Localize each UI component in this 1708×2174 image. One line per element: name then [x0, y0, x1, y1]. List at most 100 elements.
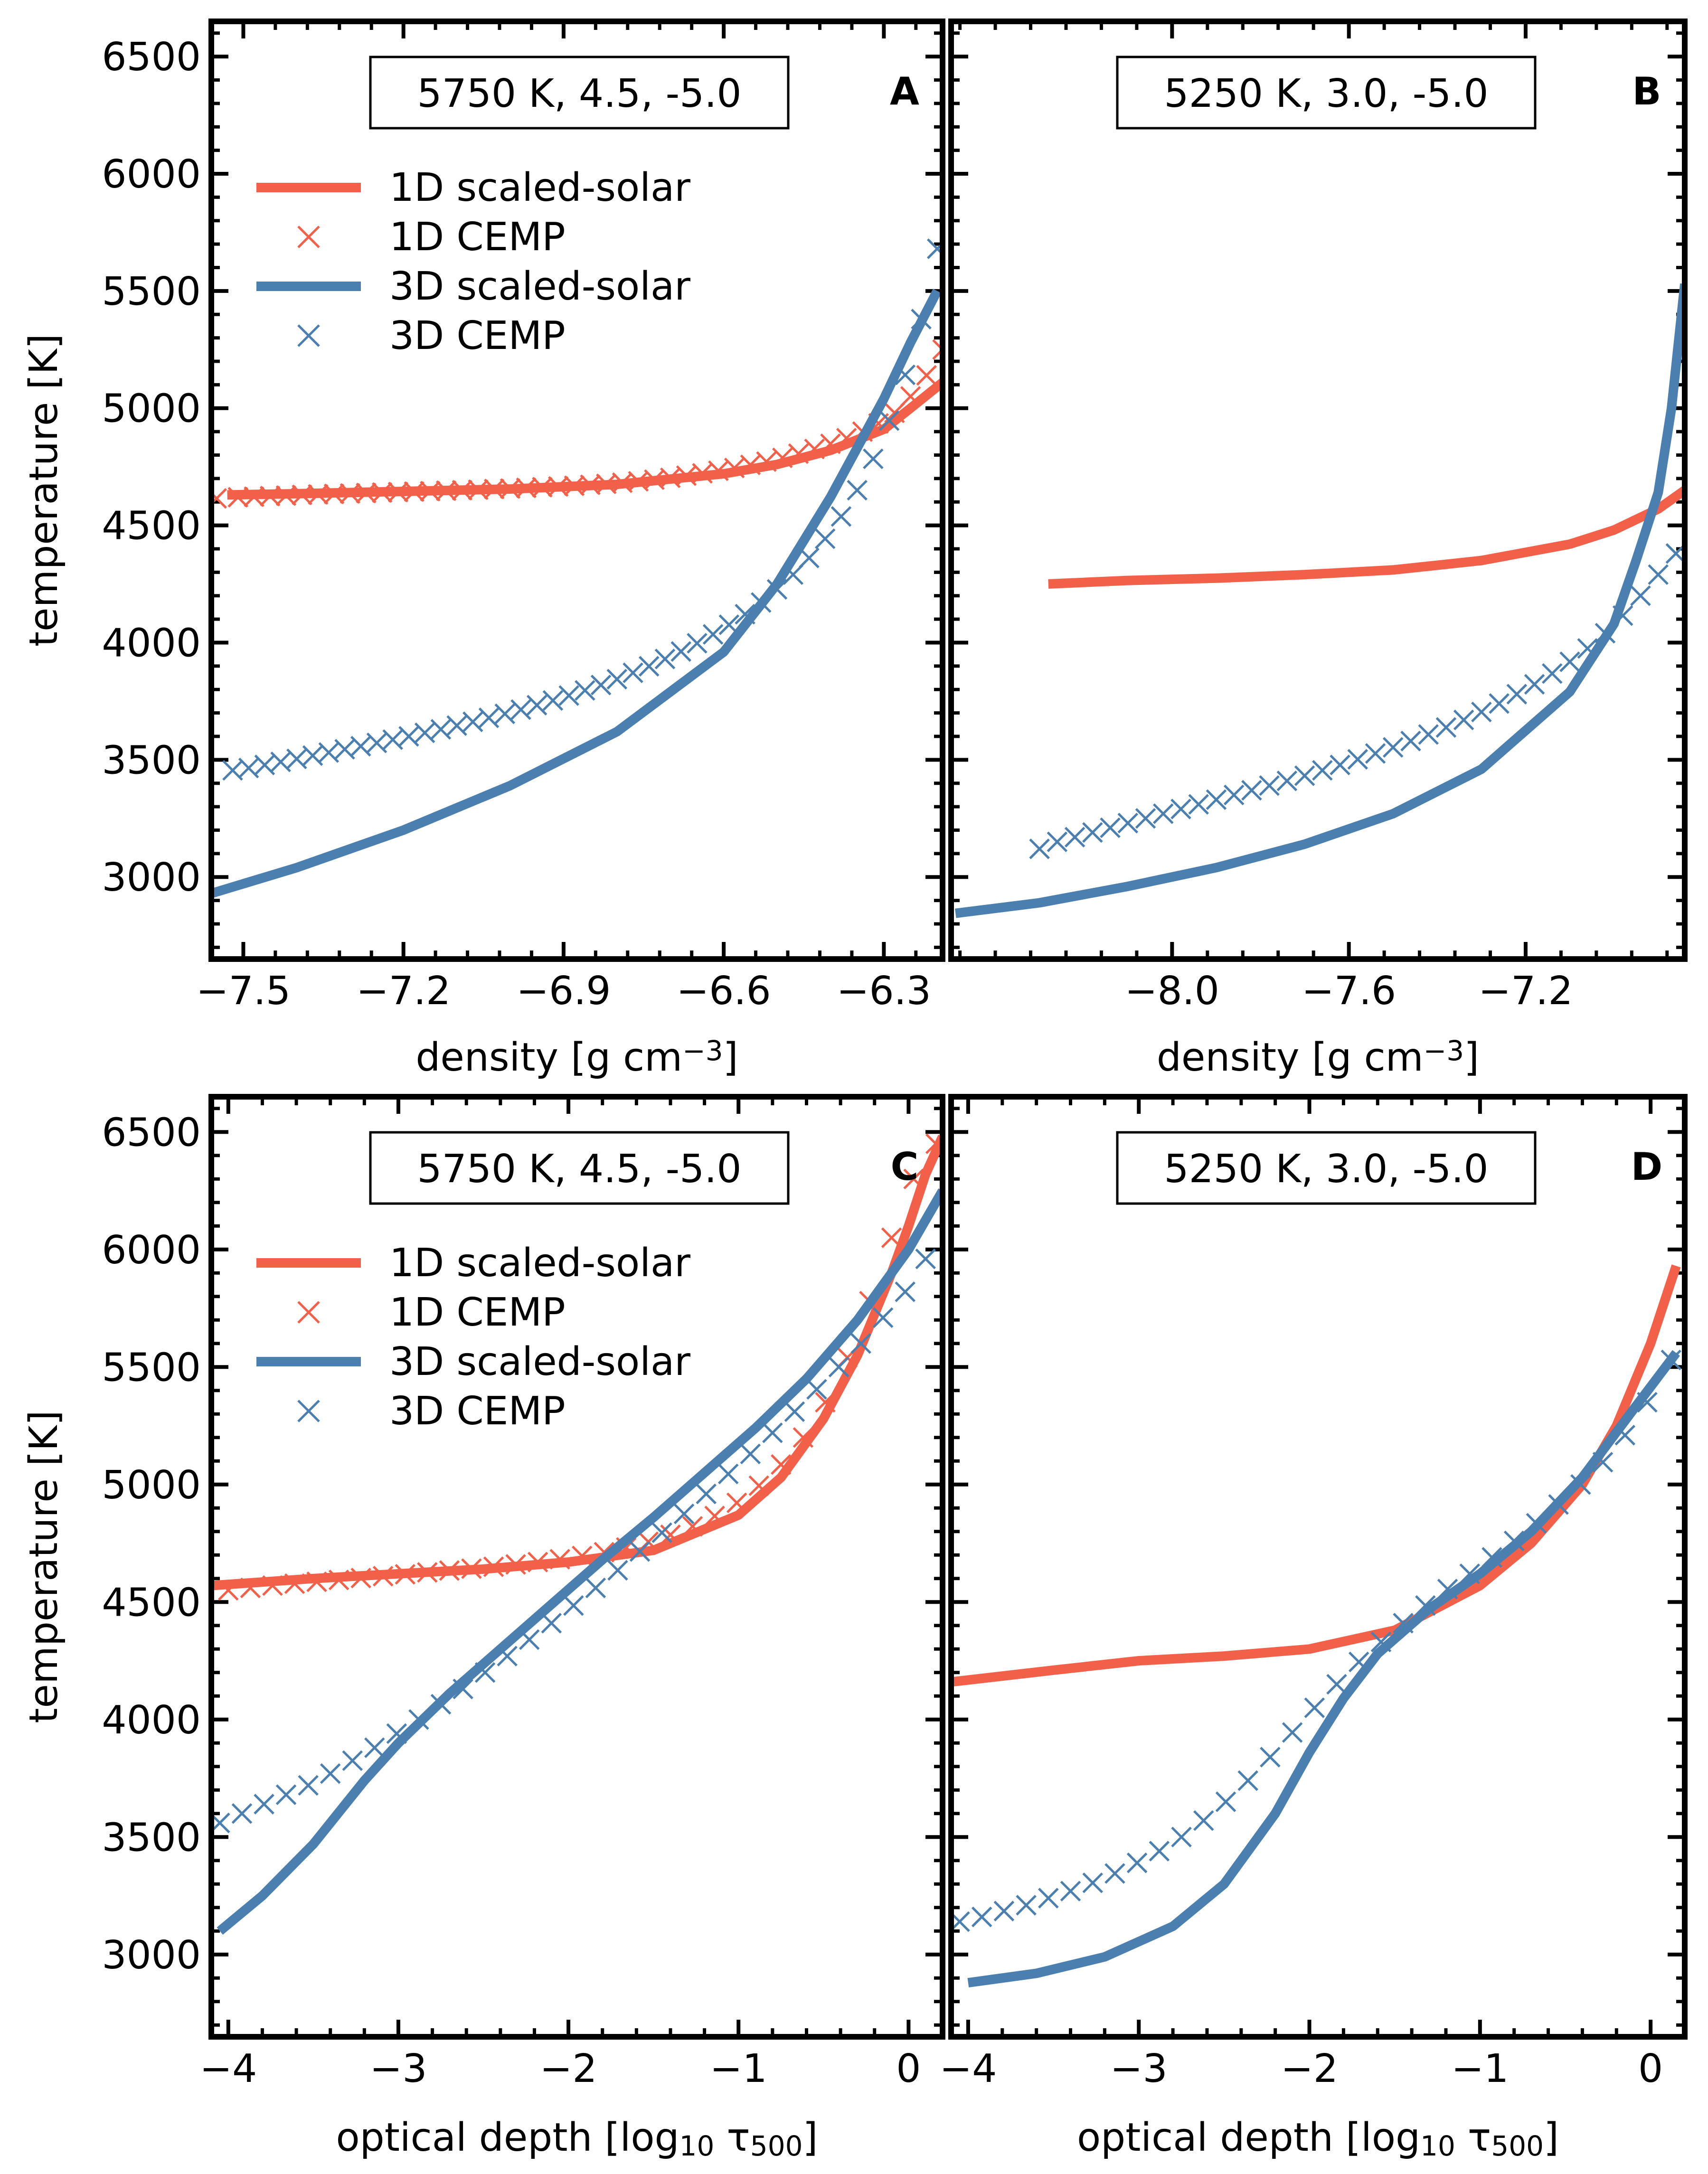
data-point-marker — [1559, 651, 1580, 672]
data-point-marker — [1526, 1513, 1547, 1534]
data-point-marker — [497, 1646, 518, 1666]
data-point-marker — [532, 477, 553, 498]
x-tick-label: −3 — [1110, 2046, 1168, 2091]
x-tick-label: −3 — [370, 2046, 427, 2091]
data-point-marker — [1542, 663, 1563, 684]
data-point-marker — [1223, 784, 1245, 806]
data-point-marker — [872, 1307, 894, 1328]
data-point-marker — [1637, 1392, 1658, 1413]
data-point-marker — [1482, 1547, 1502, 1568]
x-tick-label: −8.0 — [1125, 969, 1219, 1014]
plot-area — [951, 1264, 1682, 1988]
data-point-marker — [1312, 760, 1333, 781]
data-point-marker — [1135, 808, 1156, 829]
data-point-marker — [1082, 1873, 1103, 1893]
series-line-1d-scaled-solar — [211, 1134, 943, 1591]
legend-label: 1D scaled-solar — [389, 1241, 690, 1286]
legend-label: 1D CEMP — [389, 1290, 566, 1335]
x-tick-label: −4 — [199, 2046, 257, 2091]
series-line-3d-scaled-solar — [211, 289, 942, 898]
data-point-marker — [1016, 1895, 1037, 1916]
data-point-marker — [541, 1613, 562, 1634]
data-point-marker — [302, 745, 323, 766]
plot-area — [211, 238, 943, 898]
data-point-marker — [350, 1567, 371, 1589]
data-point-marker — [740, 454, 761, 475]
panel-c: −4 −3 −2 −1 0 3000 3500 4000 4500 5000 5500 6000 650… — [21, 1094, 945, 2162]
data-point-marker — [612, 472, 633, 493]
data-point-marker — [1415, 1595, 1436, 1616]
data-point-marker — [911, 309, 932, 329]
data-point-marker — [1382, 737, 1404, 758]
plot-area — [955, 283, 1685, 918]
data-point-marker — [596, 473, 617, 494]
panel-letter: A — [890, 69, 919, 113]
data-point-marker — [1577, 638, 1598, 659]
data-point-marker — [799, 547, 820, 568]
data-point-marker — [1489, 693, 1510, 714]
data-point-marker — [1437, 1579, 1458, 1600]
data-point-marker — [270, 751, 291, 772]
x-tick-label: −4 — [939, 2046, 997, 2091]
data-point-marker — [240, 1577, 261, 1599]
data-point-marker — [430, 1694, 452, 1715]
data-point-marker — [1100, 817, 1121, 838]
data-point-marker — [211, 488, 227, 509]
data-point-marker — [292, 484, 312, 506]
data-point-marker — [500, 478, 521, 499]
y-tick-label: 6500 — [102, 35, 201, 80]
data-point-marker — [286, 748, 307, 770]
data-point-marker — [516, 477, 537, 499]
y-tick-label: 4000 — [102, 621, 201, 666]
data-point-marker — [262, 1575, 283, 1596]
data-point-marker — [571, 1545, 593, 1566]
data-point-marker — [527, 1552, 548, 1572]
data-point-marker — [971, 1906, 992, 1928]
data-point-marker — [784, 1401, 805, 1422]
data-point-marker — [1117, 812, 1139, 834]
y-tick-label: 6000 — [102, 1228, 201, 1273]
data-point-marker — [1570, 1474, 1591, 1495]
x-axis-label: optical depth [log10 τ500] — [336, 2115, 818, 2162]
data-point-marker — [435, 480, 457, 501]
x-tick-label: −7.2 — [1478, 969, 1573, 1014]
data-point-marker — [478, 707, 500, 728]
data-point-marker — [1630, 585, 1651, 606]
data-point-marker — [783, 564, 804, 585]
x-axis-label: density [g cm−3] — [415, 1035, 738, 1080]
data-point-marker — [1152, 803, 1174, 824]
data-point-marker — [718, 614, 740, 635]
data-point-marker — [1418, 724, 1439, 745]
series-line-3d-scaled-solar — [217, 1188, 943, 1935]
series-line-3d-scaled-solar — [967, 1350, 1680, 1988]
data-point-marker — [756, 451, 777, 472]
data-point-marker — [1188, 794, 1209, 815]
data-point-marker — [549, 1549, 570, 1570]
data-point-marker — [468, 479, 489, 500]
data-point-marker — [806, 1379, 827, 1400]
data-point-marker — [585, 1577, 606, 1599]
data-point-marker — [1260, 1747, 1281, 1768]
data-point-marker — [446, 715, 467, 736]
data-point-marker — [878, 410, 900, 431]
axes-frame — [948, 19, 1688, 962]
data-point-marker — [398, 726, 419, 747]
data-point-marker — [452, 480, 473, 501]
data-point-marker — [254, 754, 275, 775]
data-point-marker — [1237, 1770, 1258, 1791]
data-point-marker — [1047, 831, 1068, 852]
data-point-marker — [1348, 1651, 1369, 1673]
data-point-marker — [298, 1775, 319, 1796]
plot-area — [211, 1133, 943, 1935]
x-tick-label: −7.5 — [196, 969, 291, 1014]
x-tick-label: −2 — [1281, 2046, 1338, 2091]
data-point-marker — [895, 1281, 915, 1302]
data-point-marker — [1064, 827, 1085, 848]
data-point-marker — [1294, 765, 1315, 786]
data-point-marker — [771, 1454, 792, 1475]
y-tick-label: 6000 — [102, 152, 201, 197]
data-point-marker — [1193, 1810, 1214, 1831]
